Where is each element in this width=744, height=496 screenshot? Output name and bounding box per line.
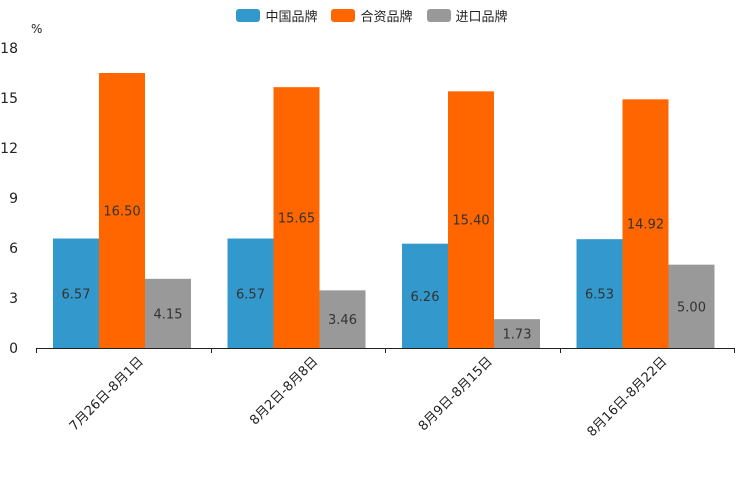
y-tick-label: 0 bbox=[9, 341, 18, 357]
x-category-label: 8月2日-8月8日 bbox=[247, 354, 321, 428]
y-tick-label: 3 bbox=[9, 291, 18, 307]
bar bbox=[319, 290, 366, 348]
bar-value-label: 3.46 bbox=[328, 313, 357, 328]
bar-value-label: 6.57 bbox=[62, 287, 91, 302]
legend-label-china: 中国品牌 bbox=[265, 10, 318, 25]
y-tick-label: 6 bbox=[9, 241, 18, 257]
legend-swatch-import bbox=[426, 9, 451, 22]
legend-item-china[interactable]: 中国品牌 bbox=[236, 6, 317, 25]
bar-value-label: 14.92 bbox=[627, 218, 664, 233]
bar-value-label: 6.53 bbox=[585, 288, 614, 303]
bar-value-label: 1.73 bbox=[503, 328, 532, 343]
bar-value-label: 15.65 bbox=[278, 212, 315, 227]
bar-value-label: 15.40 bbox=[452, 214, 489, 229]
legend-item-import[interactable]: 进口品牌 bbox=[426, 6, 508, 25]
bar bbox=[668, 264, 715, 348]
bar-value-label: 6.57 bbox=[236, 287, 265, 302]
bar bbox=[494, 319, 540, 348]
bar bbox=[227, 238, 274, 348]
bar bbox=[448, 91, 494, 348]
x-category-label: 8月9日-8月15日 bbox=[416, 354, 496, 434]
legend: 中国品牌 合资品牌 进口品牌 bbox=[0, 6, 744, 25]
legend-swatch-joint bbox=[331, 9, 356, 22]
legend-label-import: 进口品牌 bbox=[455, 10, 508, 25]
legend-item-joint[interactable]: 合资品牌 bbox=[331, 6, 413, 25]
bar bbox=[145, 278, 191, 348]
y-tick-label: 12 bbox=[0, 141, 18, 157]
legend-swatch-china bbox=[236, 9, 261, 22]
x-category-label: 8月16日-8月22日 bbox=[585, 354, 671, 440]
bar-value-label: 6.26 bbox=[411, 290, 440, 305]
x-category-label: 7月26日-8月1日 bbox=[67, 354, 147, 434]
legend-label-joint: 合资品牌 bbox=[360, 10, 413, 25]
bar bbox=[576, 239, 623, 348]
y-tick-label: 18 bbox=[0, 41, 18, 57]
bar-value-label: 16.50 bbox=[103, 205, 140, 220]
y-tick-label: 9 bbox=[9, 191, 18, 207]
bar bbox=[99, 73, 145, 348]
bar bbox=[273, 87, 320, 349]
y-axis-unit: % bbox=[31, 22, 43, 36]
bar-value-label: 4.15 bbox=[154, 307, 183, 322]
bar bbox=[622, 99, 669, 348]
bar-value-label: 5.00 bbox=[677, 300, 706, 315]
y-tick-label: 15 bbox=[0, 91, 18, 107]
bar bbox=[402, 243, 448, 348]
bar bbox=[53, 238, 99, 348]
